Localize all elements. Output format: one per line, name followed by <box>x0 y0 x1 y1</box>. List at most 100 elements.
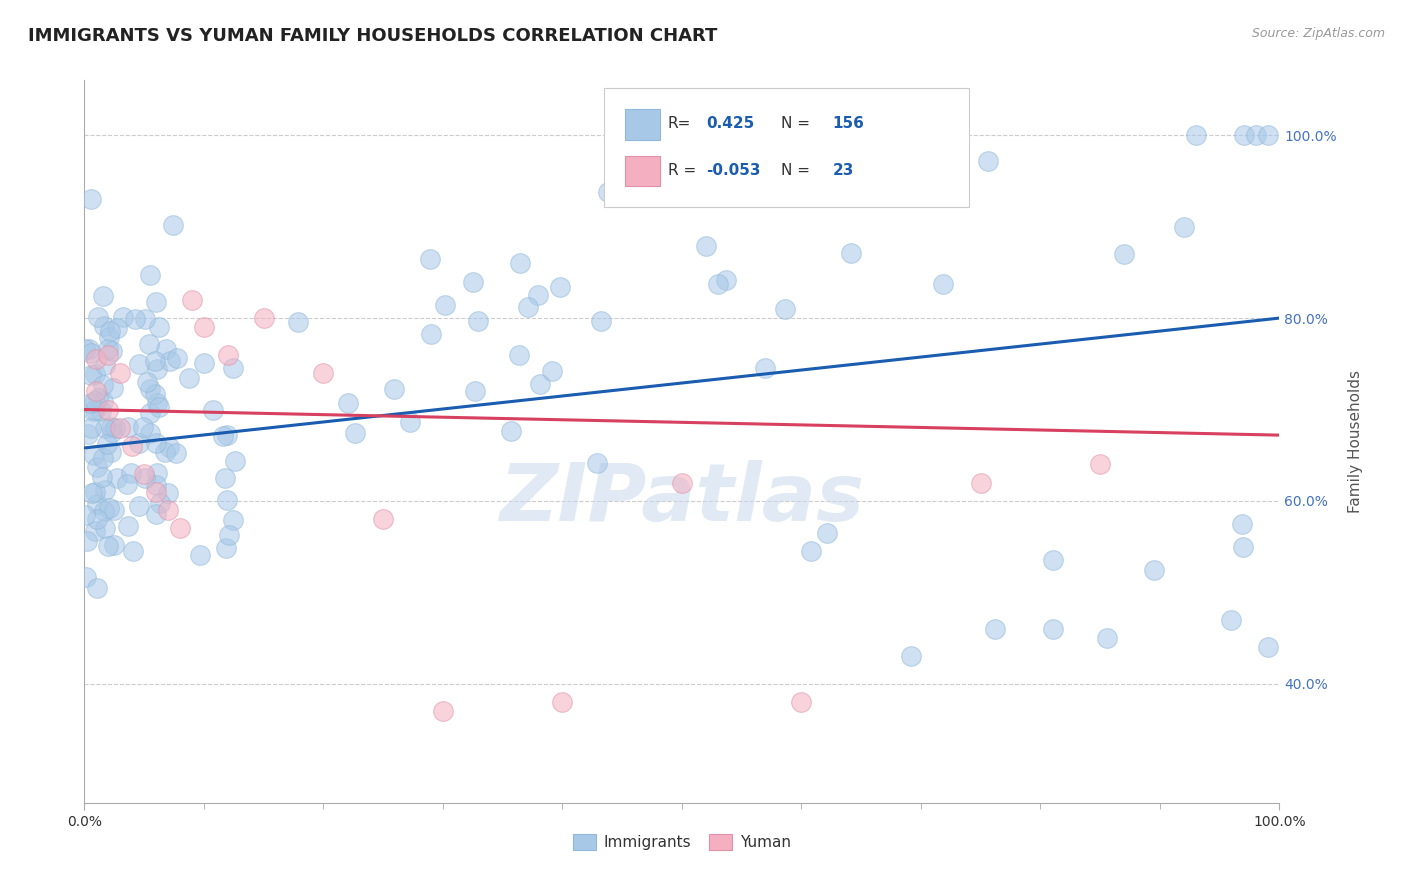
Point <box>91 378 114 392</box>
Point <box>112 310 135 324</box>
Point <box>1244 128 1267 143</box>
Point <box>1257 128 1279 143</box>
Text: R =: R = <box>668 163 696 178</box>
Text: ZIPatlas: ZIPatlas <box>499 460 865 539</box>
Point <box>166 351 188 365</box>
Point <box>499 425 522 439</box>
Point <box>135 376 157 390</box>
Point <box>134 311 156 326</box>
Point <box>155 342 177 356</box>
Point <box>1233 128 1256 143</box>
Point <box>86 498 108 512</box>
FancyBboxPatch shape <box>605 87 969 207</box>
Point <box>139 426 162 441</box>
Point <box>157 503 180 517</box>
Point <box>94 521 117 535</box>
Point <box>149 496 172 510</box>
Point <box>90 470 112 484</box>
Point <box>148 400 170 414</box>
Point <box>550 280 572 294</box>
Point <box>467 313 489 327</box>
Point <box>105 471 128 485</box>
Point <box>434 298 457 312</box>
Point <box>162 218 184 232</box>
Point <box>517 300 540 314</box>
Point <box>93 319 115 334</box>
Point <box>77 342 100 356</box>
Point <box>432 704 454 718</box>
Point <box>86 459 108 474</box>
Point <box>165 446 187 460</box>
Point <box>84 402 107 417</box>
Text: N =: N = <box>782 116 810 131</box>
Y-axis label: Family Households: Family Households <box>1348 370 1362 513</box>
Text: N =: N = <box>782 163 810 178</box>
Point <box>83 448 105 462</box>
Point <box>224 454 246 468</box>
FancyBboxPatch shape <box>624 109 661 139</box>
Legend: Immigrants, Yuman: Immigrants, Yuman <box>567 829 797 856</box>
Point <box>101 425 124 440</box>
Point <box>143 387 166 401</box>
Point <box>73 342 96 356</box>
Point <box>148 319 170 334</box>
Point <box>98 325 121 339</box>
Point <box>591 314 613 328</box>
Point <box>157 440 180 454</box>
Point <box>117 420 139 434</box>
Point <box>398 415 420 429</box>
Point <box>97 342 120 356</box>
Point <box>94 358 117 372</box>
Point <box>900 649 922 664</box>
Point <box>97 348 120 362</box>
Point <box>86 582 108 596</box>
Point <box>90 404 112 418</box>
Point <box>1232 540 1254 554</box>
Point <box>336 396 359 410</box>
Point <box>93 503 115 517</box>
Point <box>153 445 176 459</box>
Point <box>253 311 276 326</box>
Point <box>101 381 124 395</box>
Point <box>773 149 796 163</box>
Point <box>586 456 609 470</box>
Point <box>1042 622 1064 636</box>
Point <box>138 382 160 396</box>
Point <box>145 484 167 499</box>
Point <box>217 348 239 362</box>
Point <box>134 471 156 485</box>
Text: Source: ZipAtlas.com: Source: ZipAtlas.com <box>1251 27 1385 40</box>
Point <box>1090 458 1112 472</box>
Point <box>121 543 143 558</box>
Point <box>103 503 125 517</box>
Point <box>193 356 215 370</box>
Point <box>1042 553 1064 567</box>
Point <box>143 354 166 368</box>
Point <box>1173 219 1195 234</box>
Point <box>103 538 125 552</box>
Point <box>373 512 395 526</box>
Point <box>773 301 796 316</box>
Point <box>177 371 200 385</box>
Point <box>214 470 236 484</box>
Point <box>1230 516 1253 531</box>
Point <box>128 357 150 371</box>
Point <box>714 273 737 287</box>
Point <box>222 513 245 527</box>
Point <box>754 361 776 376</box>
Point <box>222 360 245 375</box>
Point <box>977 154 1000 169</box>
Point <box>169 521 191 535</box>
Point <box>97 402 120 417</box>
Point <box>91 288 114 302</box>
Point <box>529 377 551 392</box>
Point <box>1095 631 1118 645</box>
Point <box>98 500 121 515</box>
Point <box>193 320 215 334</box>
Point <box>181 293 204 307</box>
Point <box>145 436 167 450</box>
Point <box>76 570 98 584</box>
Point <box>117 519 139 533</box>
Point <box>508 348 530 362</box>
Point <box>215 428 238 442</box>
